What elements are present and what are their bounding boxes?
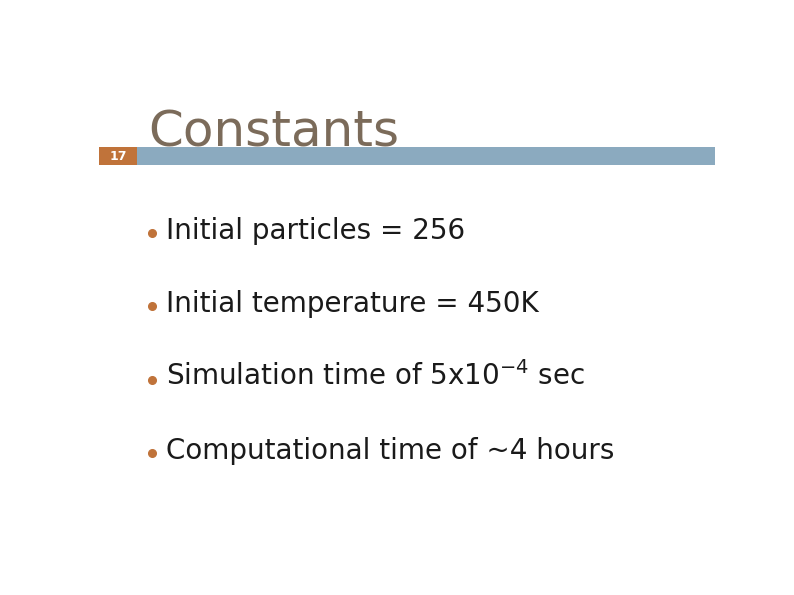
Bar (99, 148, 137, 165)
Text: Computational time of ~4 hours: Computational time of ~4 hours (166, 437, 614, 465)
Bar (137, 148, 715, 165)
Text: 17: 17 (110, 150, 127, 162)
Text: Initial particles = 256: Initial particles = 256 (166, 217, 464, 245)
Text: Initial temperature = 450K: Initial temperature = 450K (166, 290, 538, 318)
Text: Constants: Constants (148, 108, 399, 156)
Text: Simulation time of 5x10$^{\mathregular{-4}}$ sec: Simulation time of 5x10$^{\mathregular{-… (166, 361, 584, 392)
